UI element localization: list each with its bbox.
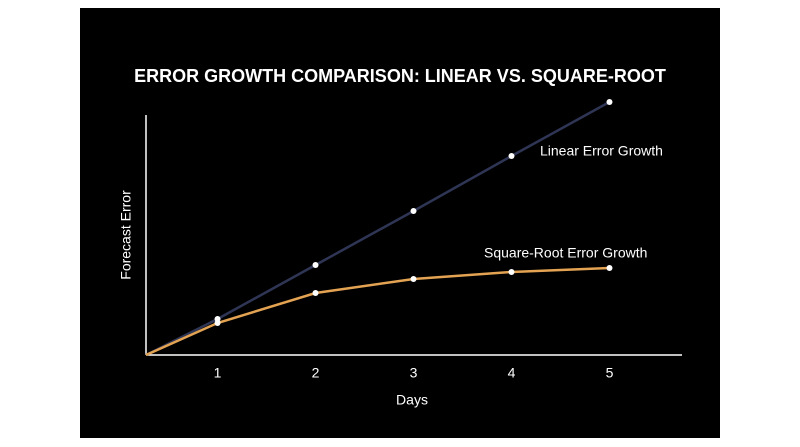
background: [80, 8, 720, 438]
data-point: [606, 99, 613, 105]
x-axis-label: Days: [396, 392, 428, 408]
data-point: [410, 276, 417, 282]
x-tick-label: 2: [312, 365, 320, 381]
x-tick-label: 4: [508, 365, 516, 381]
data-point: [508, 153, 515, 159]
data-point: [312, 262, 319, 268]
legend-label: Linear Error Growth: [540, 143, 663, 159]
data-point: [312, 290, 319, 296]
x-tick-label: 1: [214, 365, 222, 381]
series-line: [145, 100, 611, 357]
x-tick-label: 3: [410, 365, 418, 381]
y-axis-label: Forecast Error: [118, 190, 134, 280]
legend-label: Square-Root Error Growth: [484, 245, 647, 261]
x-tick-label: 5: [606, 365, 614, 381]
data-point: [606, 265, 613, 271]
series-line: [145, 266, 610, 357]
data-point: [214, 320, 221, 326]
chart-title: ERROR GROWTH COMPARISON: LINEAR VS. SQUA…: [134, 66, 666, 86]
data-point: [508, 269, 515, 275]
data-point: [410, 208, 417, 214]
